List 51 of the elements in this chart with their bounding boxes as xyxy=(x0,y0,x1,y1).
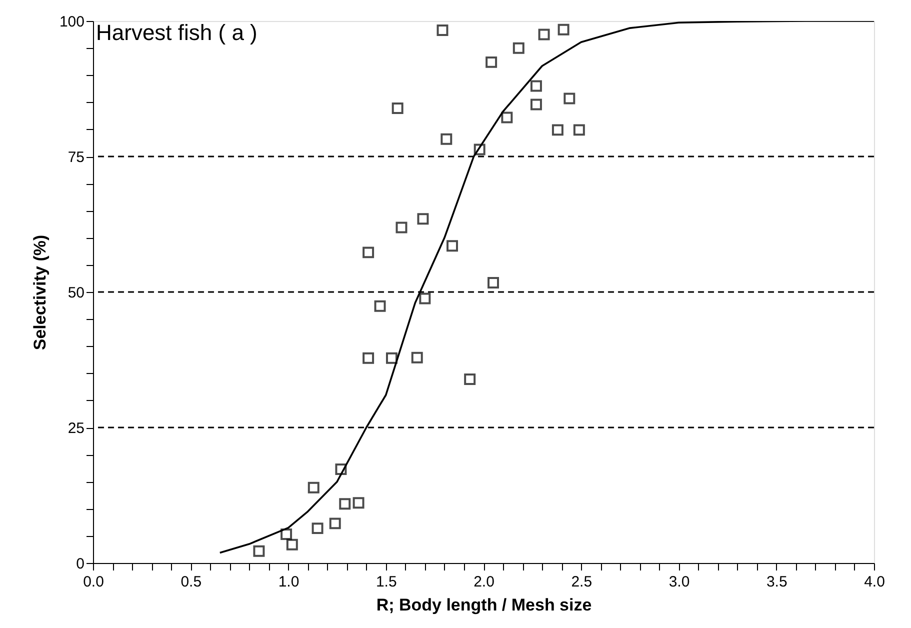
x-tick-label: 0.5 xyxy=(180,574,202,590)
point xyxy=(339,498,351,510)
point xyxy=(362,352,374,364)
y-tick-label: 75 xyxy=(68,149,84,166)
chart-title: Harvest fish ( a ) xyxy=(96,20,258,45)
point xyxy=(488,277,500,289)
point xyxy=(335,463,347,475)
x-tick-label: 2.5 xyxy=(571,574,592,590)
point xyxy=(573,124,585,136)
x-axis-title: R; Body length / Mesh size xyxy=(376,596,592,614)
point xyxy=(308,482,320,494)
point xyxy=(464,374,476,386)
point xyxy=(530,98,542,110)
point xyxy=(558,24,570,36)
point xyxy=(329,518,341,530)
point xyxy=(417,213,429,225)
point xyxy=(392,102,404,114)
point xyxy=(312,522,324,534)
point xyxy=(411,352,423,364)
y-axis-title: Selectivity (%) xyxy=(30,234,50,350)
point xyxy=(538,28,550,40)
point xyxy=(280,528,292,540)
y-tick-label: 100 xyxy=(59,14,84,30)
point xyxy=(396,222,408,234)
y-tick-label: 50 xyxy=(68,284,84,302)
point xyxy=(253,545,265,557)
x-tick-label: 3.5 xyxy=(766,574,788,590)
x-tick-label: 4.0 xyxy=(864,574,885,590)
point xyxy=(474,144,486,156)
y-tick-label: 25 xyxy=(68,420,84,437)
point xyxy=(564,92,576,104)
point xyxy=(286,538,298,550)
point xyxy=(486,56,498,68)
y-tick-label: 0 xyxy=(76,556,84,572)
x-tick-label: 3.0 xyxy=(668,574,690,590)
point xyxy=(419,292,431,304)
point xyxy=(386,352,398,364)
point xyxy=(512,42,524,54)
point xyxy=(446,240,458,252)
x-tick-label: 1.0 xyxy=(278,574,300,590)
point xyxy=(530,80,542,92)
point xyxy=(552,124,564,136)
point xyxy=(436,24,448,36)
point xyxy=(374,300,386,312)
point xyxy=(362,246,374,258)
point xyxy=(352,497,364,509)
x-tick-label: 1.5 xyxy=(376,574,397,590)
x-tick-label: 0.0 xyxy=(83,574,104,590)
point xyxy=(501,112,513,124)
x-tick-label: 2.0 xyxy=(474,574,494,590)
point xyxy=(440,133,452,145)
